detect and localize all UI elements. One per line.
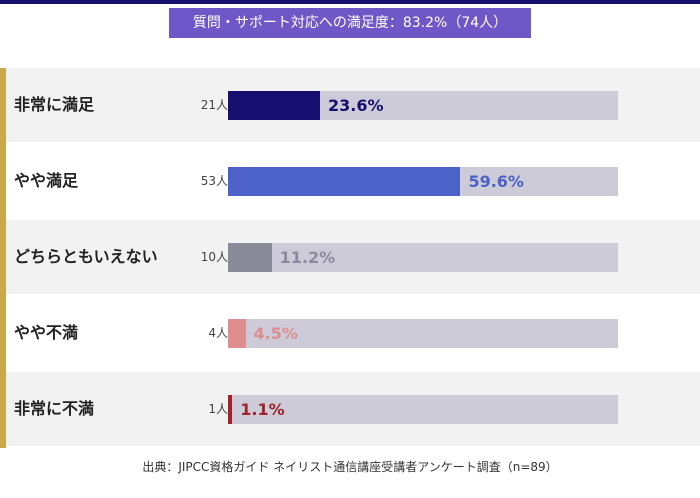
respondent-count: 1人	[208, 402, 228, 416]
respondent-count: 4人	[208, 326, 228, 340]
bar-value-label: 11.2%	[279, 248, 336, 267]
chart-row: やや満足 53人 59.6%	[6, 144, 700, 218]
respondent-count: 21人	[200, 98, 228, 112]
chart-title: 質問・サポート対応への満足度：83.2%（74人）	[169, 8, 531, 38]
bar-track: 59.6%	[228, 167, 618, 196]
chart-row: 非常に満足 21人 23.6%	[6, 68, 700, 142]
category-label: やや満足	[14, 171, 79, 190]
bar-track: 4.5%	[228, 319, 618, 348]
bar-value-label: 1.1%	[240, 400, 285, 419]
top-rule	[0, 0, 700, 4]
bar	[228, 167, 461, 196]
bar-value-label: 59.6%	[468, 172, 524, 191]
respondent-count: 10人	[200, 250, 228, 264]
chart-row: どちらともいえない 10人 11.2%	[6, 220, 700, 294]
chart-row: やや不満 4人 4.5%	[6, 296, 700, 370]
bar	[228, 319, 246, 348]
bar	[228, 395, 233, 424]
left-accent-bar	[0, 68, 6, 448]
bar-value-label: 23.6%	[328, 96, 384, 115]
source-footer: 出典：JIPCC資格ガイド ネイリスト通信講座受講者アンケート調査（n=89）	[142, 460, 558, 474]
category-label: 非常に不満	[14, 399, 95, 418]
category-label: やや不満	[14, 323, 79, 342]
bar	[228, 243, 272, 272]
bar-track: 1.1%	[228, 395, 618, 424]
chart-row: 非常に不満 1人 1.1%	[6, 372, 700, 446]
bar-value-label: 4.5%	[253, 324, 298, 343]
category-label: 非常に満足	[14, 95, 95, 114]
respondent-count: 53人	[200, 174, 228, 188]
category-label: どちらともいえない	[14, 247, 158, 266]
bar-track: 23.6%	[228, 91, 618, 120]
bar	[228, 91, 321, 120]
bar-track: 11.2%	[228, 243, 618, 272]
